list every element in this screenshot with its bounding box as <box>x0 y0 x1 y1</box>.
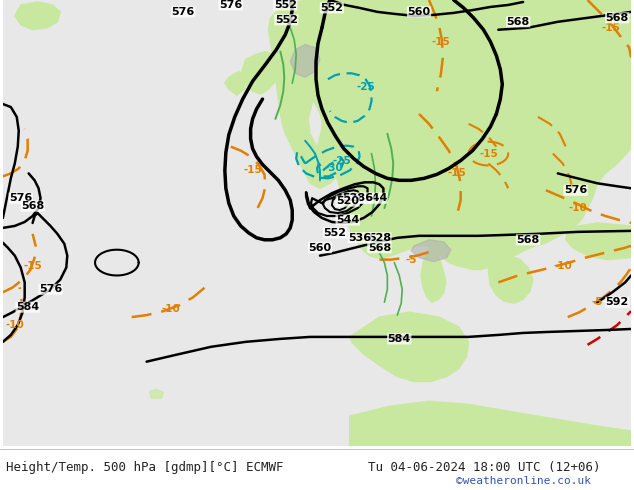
Polygon shape <box>411 240 451 262</box>
Text: 568: 568 <box>368 243 391 253</box>
Polygon shape <box>15 2 60 30</box>
Text: -10: -10 <box>6 320 24 330</box>
Polygon shape <box>290 45 320 77</box>
Text: 592: 592 <box>605 297 629 307</box>
Polygon shape <box>305 148 325 173</box>
Text: 576: 576 <box>219 0 242 10</box>
Text: -10: -10 <box>162 304 181 314</box>
Text: -15: -15 <box>479 148 498 159</box>
Polygon shape <box>488 256 533 303</box>
Text: 536: 536 <box>348 233 371 243</box>
Polygon shape <box>306 0 631 270</box>
Text: 576: 576 <box>172 7 195 17</box>
Text: -30: -30 <box>325 164 343 173</box>
Text: -25: -25 <box>332 155 351 166</box>
Polygon shape <box>421 246 446 302</box>
Polygon shape <box>268 0 375 188</box>
Text: -5: -5 <box>592 297 603 307</box>
Text: 528: 528 <box>342 193 365 203</box>
Text: -5: -5 <box>405 255 417 265</box>
Text: 552: 552 <box>274 0 297 10</box>
Text: 568: 568 <box>517 235 540 245</box>
Polygon shape <box>350 401 631 446</box>
Text: 544: 544 <box>336 215 359 225</box>
Text: -15: -15 <box>448 169 466 178</box>
Text: 520: 520 <box>336 196 359 206</box>
Text: -15: -15 <box>432 37 450 47</box>
Polygon shape <box>150 390 164 398</box>
Text: 584: 584 <box>387 334 411 344</box>
Text: 568: 568 <box>21 201 44 211</box>
Polygon shape <box>225 72 245 95</box>
Text: 536: 536 <box>350 193 373 203</box>
Text: 568: 568 <box>605 13 629 23</box>
Text: 568: 568 <box>507 17 530 27</box>
Polygon shape <box>350 312 469 382</box>
Text: 552: 552 <box>323 228 346 238</box>
Text: 560: 560 <box>408 7 430 17</box>
Text: 576: 576 <box>564 185 587 195</box>
Text: 552: 552 <box>275 15 298 25</box>
Text: 584: 584 <box>16 302 39 312</box>
Text: 576: 576 <box>39 284 62 294</box>
Text: 560: 560 <box>308 243 332 253</box>
Text: -15: -15 <box>23 261 42 270</box>
Text: -10: -10 <box>568 203 587 213</box>
Polygon shape <box>566 223 631 260</box>
Text: 528: 528 <box>368 233 391 243</box>
Text: Height/Temp. 500 hPa [gdmp][°C] ECMWF: Height/Temp. 500 hPa [gdmp][°C] ECMWF <box>6 461 284 473</box>
Text: 544: 544 <box>364 193 387 203</box>
Text: Tu 04-06-2024 18:00 UTC (12+06): Tu 04-06-2024 18:00 UTC (12+06) <box>368 461 600 473</box>
Text: -15: -15 <box>243 166 262 175</box>
Text: -15: -15 <box>602 23 621 33</box>
Text: 576: 576 <box>9 193 32 203</box>
Polygon shape <box>241 51 280 94</box>
Text: -25: -25 <box>356 82 375 92</box>
Text: 552: 552 <box>320 3 344 13</box>
Text: ©weatheronline.co.uk: ©weatheronline.co.uk <box>456 476 592 487</box>
Text: -10: -10 <box>553 261 572 270</box>
